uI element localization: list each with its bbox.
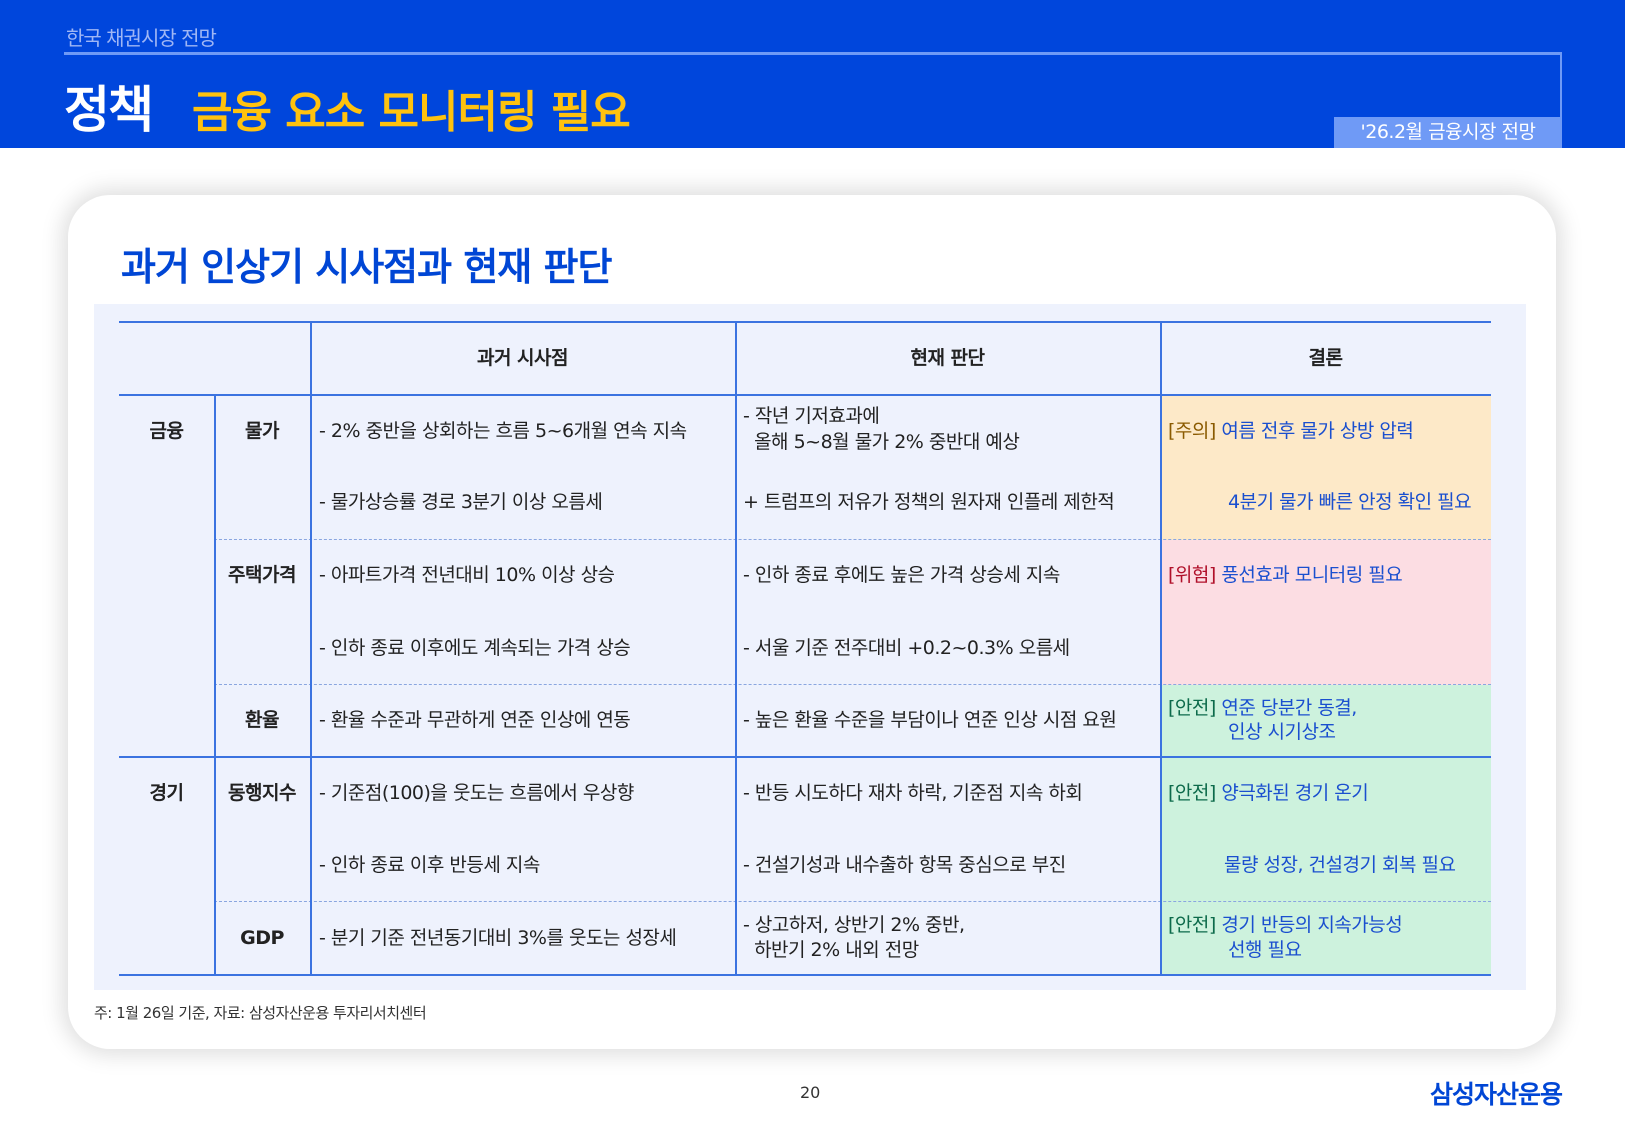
now-item: 하반기 2% 내외 전망 [743,939,919,961]
conclusion-text: 경기 반등의 지속가능성 [1221,914,1403,936]
now-item: - 서울 기준 전주대비 +0.2~0.3% 오름세 [743,637,1070,659]
now-item: - 반등 시도하다 재차 하락, 기준점 지속 하회 [743,782,1083,804]
now-item: + 트럼프의 저유가 정책의 원자재 인플레 제한적 [743,491,1115,513]
now-item: - 상고하저, 상반기 2% 중반, [743,914,965,936]
row-divider [214,684,1491,685]
now-item: 올해 5~8월 물가 2% 중반대 예상 [743,431,1020,453]
past-item: - 분기 기준 전년동기대비 3%를 웃도는 성장세 [319,927,677,949]
now-item: - 건설기성과 내수출하 항목 중심으로 부진 [743,854,1066,876]
past-item: - 물가상승률 경로 3분기 이상 오름세 [319,491,603,513]
table-bottom-rule [119,974,1491,976]
danger-fill [1160,540,1491,685]
header-divider [64,52,1562,55]
row-label: 물가 [245,420,279,442]
col-divider [735,322,737,975]
header-rule [119,394,1491,396]
past-item: - 2% 중반을 상회하는 흐름 5~6개월 연속 지속 [319,420,687,442]
safe-tag: [안전] [1168,782,1216,804]
row-label: 동행지수 [228,782,296,804]
safe-tag: [안전] [1168,914,1216,936]
footnote: 주: 1월 26일 기준, 자료: 삼성자산운용 투자리서치센터 [94,1004,427,1022]
safe-fill [1160,685,1491,975]
section-label: 한국 채권시장 전망 [66,26,217,50]
past-item: - 환율 수준과 무관하게 연준 인상에 연동 [319,709,631,731]
caution-tag: [주의] [1168,420,1216,442]
header-bar: 한국 채권시장 전망 정책 금융 요소 모니터링 필요 '26.2월 금융시장 … [0,0,1625,148]
report-badge: '26.2월 금융시장 전망 [1334,117,1562,148]
row-label: GDP [240,927,284,949]
past-item: - 아파트가격 전년대비 10% 이상 상승 [319,564,615,586]
caution-fill [1160,396,1491,540]
col-divider [1160,322,1162,975]
conclusion-text: 양극화된 경기 온기 [1221,782,1369,804]
group-finance: 금융 [149,420,184,442]
now-item: - 높은 환율 수준을 부담이나 연준 인상 시점 요원 [743,709,1117,731]
header-conclusion: 결론 [1308,347,1343,369]
col-divider [214,395,216,975]
conclusion-text: 선행 필요 [1228,939,1302,961]
past-item: - 인하 종료 이후 반등세 지속 [319,854,540,876]
conclusion-text: 여름 전후 물가 상방 압력 [1221,420,1414,442]
conclusion-text: 4분기 물가 빠른 안정 확인 필요 [1228,491,1472,513]
card-title: 과거 인상기 시사점과 현재 판단 [121,245,612,289]
row-label: 주택가격 [228,564,296,586]
conclusion-text: 물량 성장, 건설경기 회복 필요 [1224,854,1456,876]
row-label: 환율 [245,709,279,731]
page-title: 금융 요소 모니터링 필요 [192,87,631,138]
header-past: 과거 시사점 [476,347,569,369]
group-rule [119,756,1491,758]
danger-tag: [위험] [1168,564,1216,586]
table-top-rule [119,321,1491,323]
group-economy: 경기 [149,782,184,804]
row-divider [214,539,1491,540]
conclusion-text: 인상 시기상조 [1228,721,1336,743]
safe-tag: [안전] [1168,697,1216,719]
header-divider-vertical [1560,52,1562,118]
conclusion-text: 풍선효과 모니터링 필요 [1221,564,1403,586]
conclusion-text: 연준 당분간 동결, [1221,697,1357,719]
now-item: - 인하 종료 후에도 높은 가격 상승세 지속 [743,564,1060,586]
header-now: 현재 판단 [910,347,985,369]
past-item: - 인하 종료 이후에도 계속되는 가격 상승 [319,637,631,659]
title-prefix: 정책 [64,81,154,139]
col-divider [310,322,312,975]
now-item: - 작년 기저효과에 [743,405,880,427]
page-number: 20 [800,1083,821,1102]
company-logo: 삼성자산운용 [1429,1080,1563,1109]
past-item: - 기준점(100)을 웃도는 흐름에서 우상향 [319,782,634,804]
row-divider [214,901,1491,902]
